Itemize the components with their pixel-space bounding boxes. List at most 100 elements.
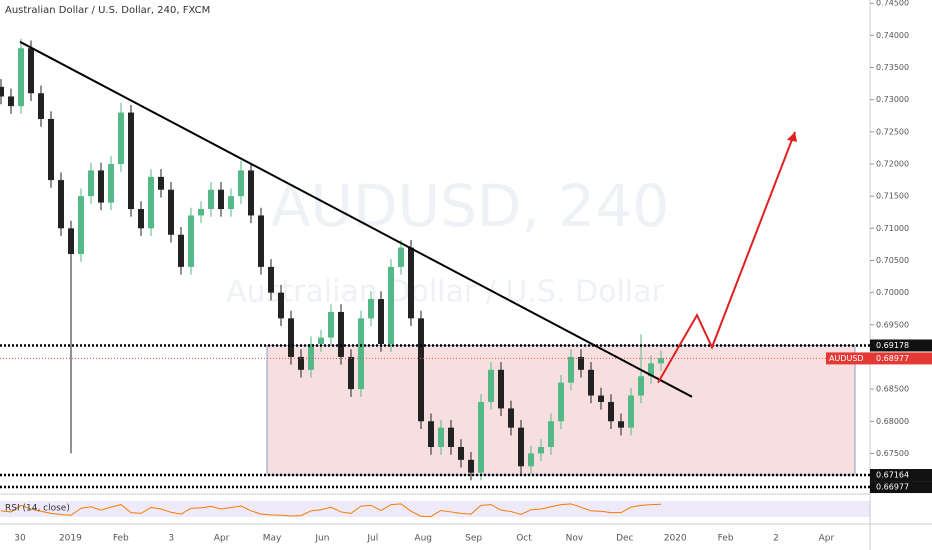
candle-body [48, 118, 54, 181]
symbol-label: AUDUSD [829, 354, 864, 363]
candle-body [538, 446, 544, 454]
candle-body [488, 369, 494, 402]
candle-body [478, 401, 484, 473]
candle-body [558, 382, 564, 422]
candle-body [378, 299, 384, 345]
candle-body [128, 112, 134, 210]
candle-body [248, 170, 254, 216]
candle-body [448, 427, 454, 447]
candle-body [98, 170, 104, 203]
candle-body [468, 459, 474, 473]
price-badge-label: 0.68977 [876, 354, 909, 363]
x-tick-label: Feb [113, 534, 129, 544]
trendline [19, 40, 693, 398]
candle-body [278, 292, 284, 319]
candle-body [348, 356, 354, 390]
y-tick-label: 0.72500 [876, 127, 909, 136]
candle-body [408, 247, 414, 319]
price-badge-label: 0.69178 [876, 341, 909, 350]
y-tick-label: 0.68000 [876, 417, 909, 426]
rsi-band [0, 501, 870, 517]
y-tick-label: 0.72000 [876, 160, 909, 169]
candle-body [88, 170, 94, 197]
candle-body [268, 266, 274, 293]
rsi-label: RSI (14, close) [5, 504, 70, 514]
x-tick-label: Jul [366, 534, 378, 544]
x-tick-label: Nov [566, 534, 584, 544]
candle-body [18, 48, 24, 107]
candle-body [68, 228, 74, 255]
candle-body [228, 196, 234, 210]
candle-body [158, 176, 164, 190]
candle-body [318, 337, 324, 345]
y-tick-label: 0.71500 [876, 192, 909, 201]
x-tick-label: 2020 [664, 534, 687, 544]
symbol-badge [826, 352, 870, 365]
candle-body [138, 209, 144, 229]
x-tick-label: Aug [414, 534, 432, 544]
x-tick-label: 3 [168, 534, 174, 544]
candle-body [618, 421, 624, 428]
y-tick-label: 0.74500 [876, 0, 909, 8]
candle-body [568, 356, 574, 383]
candle-body [578, 356, 584, 370]
candle-body [648, 363, 654, 377]
y-tick-label: 0.71000 [876, 224, 909, 233]
candle-body [258, 215, 264, 267]
price-badge [870, 352, 932, 365]
x-tick-label: Apr [819, 534, 835, 544]
candle-body [638, 376, 644, 396]
watermark-sub: Australian Dollar / U.S. Dollar [226, 275, 664, 310]
rsi-line [0, 503, 662, 517]
y-tick-label: 0.70500 [876, 256, 909, 265]
candle-body [38, 93, 44, 119]
watermark: AUDUSD, 240 [271, 172, 669, 240]
x-tick-label: May [263, 534, 282, 544]
candle-body [438, 427, 444, 447]
candle-body [108, 164, 114, 203]
y-tick-label: 0.68500 [876, 385, 909, 394]
candle-body [588, 369, 594, 396]
candle-body [358, 318, 364, 390]
x-tick-label: 30 [14, 534, 26, 544]
candle-body [658, 358, 664, 364]
candle-body [368, 299, 374, 319]
candle-body [308, 344, 314, 370]
candle-body [458, 446, 464, 460]
x-tick-label: Dec [616, 534, 633, 544]
price-badge-label: 0.67164 [876, 471, 909, 480]
candle-body [428, 421, 434, 447]
candle-body [598, 395, 604, 402]
price-badge-label: 0.66977 [876, 483, 909, 492]
candle-body [298, 356, 304, 370]
candle-body [168, 189, 174, 235]
candle-body [518, 427, 524, 467]
y-tick-label: 0.70000 [876, 288, 909, 297]
candle-body [238, 170, 244, 197]
candle-body [28, 48, 34, 94]
price-badge [870, 469, 932, 482]
candle-body [178, 234, 184, 267]
candle-body [218, 189, 224, 210]
y-tick-label: 0.73500 [876, 63, 909, 72]
x-tick-label: Oct [516, 534, 532, 544]
candle-body [498, 369, 504, 409]
candle-body [398, 247, 404, 267]
candle-body [188, 215, 194, 267]
price-badge [870, 339, 932, 352]
arrow-head [787, 131, 797, 142]
candle-body [148, 176, 154, 229]
candle-body [78, 196, 84, 255]
candle-body [8, 96, 14, 107]
y-tick-label: 0.74000 [876, 31, 909, 40]
x-tick-label: 2019 [59, 534, 82, 544]
y-tick-label: 0.69500 [876, 320, 909, 329]
x-tick-label: Jun [314, 534, 329, 544]
x-tick-label: Apr [214, 534, 230, 544]
candle-body [608, 401, 614, 422]
candle-body [628, 395, 634, 428]
candle-body [328, 311, 334, 338]
candle-body [118, 112, 124, 164]
y-tick-label: 0.73000 [876, 95, 909, 104]
